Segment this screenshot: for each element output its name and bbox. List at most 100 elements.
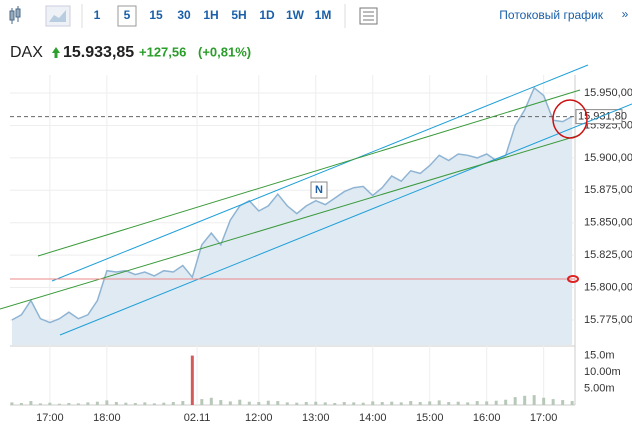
volume-bar	[86, 402, 90, 405]
volume-bar	[181, 401, 185, 405]
volume-bar	[475, 401, 479, 405]
price: 15.933,85	[63, 44, 134, 61]
line-handle[interactable]	[567, 275, 579, 283]
volume-bar	[466, 402, 470, 405]
price-area	[11, 87, 573, 346]
volume-bar	[190, 355, 194, 405]
volume-bar	[447, 402, 451, 405]
y-tick-label: 15.800,00	[584, 281, 632, 293]
interval-button[interactable]: 15	[149, 8, 163, 22]
y-tick-label: 15.825,00	[584, 249, 632, 261]
volume-bar	[114, 402, 118, 405]
volume-bar	[10, 402, 14, 405]
volume-bar	[257, 402, 261, 405]
interval-button[interactable]: 1W	[286, 8, 305, 22]
interval-button[interactable]: 1D	[259, 8, 275, 22]
volume-tick-label: 10.00m	[584, 366, 621, 378]
volume-bar	[29, 401, 33, 405]
volume-tick-label: 5.00m	[584, 382, 615, 394]
volume-bar	[352, 402, 356, 405]
volume-bar	[171, 402, 175, 405]
y-tick-label: 15.900,00	[584, 152, 632, 164]
volume-bar	[314, 401, 318, 405]
trend-lines	[0, 64, 632, 336]
volume-bar	[285, 402, 289, 405]
volume-bar	[95, 401, 99, 405]
candle-icon[interactable]	[9, 6, 21, 24]
volume-bar	[342, 402, 346, 405]
volume-bar	[333, 403, 337, 405]
volume-bar	[409, 401, 413, 405]
volume-bar	[551, 399, 555, 405]
volume-bar	[238, 399, 242, 405]
volume-bar	[437, 400, 441, 405]
volume-bar	[542, 397, 546, 405]
volume-bar	[219, 400, 223, 405]
y-tick-label: 15.850,00	[584, 217, 632, 229]
volume-bar	[428, 401, 432, 405]
volume-bar	[152, 403, 156, 405]
table-icon[interactable]	[359, 7, 378, 25]
marker: N	[315, 184, 323, 196]
volume-bar	[570, 401, 574, 405]
volume-tick-label: 15.0m	[584, 350, 615, 362]
volume-bar	[209, 397, 213, 405]
stream-link[interactable]: Потоковый график	[499, 8, 603, 22]
volume-bar	[361, 402, 365, 405]
volume-bar	[513, 397, 517, 405]
volume-bar	[532, 395, 536, 405]
x-tick-label: 13:00	[302, 412, 330, 424]
x-tick-label: 02.11	[184, 412, 211, 424]
marker-box	[310, 181, 328, 199]
volume-bar	[456, 401, 460, 405]
area-icon[interactable]	[45, 5, 71, 27]
x-tick-label: 16:00	[473, 412, 501, 424]
more-button[interactable]: »	[622, 7, 629, 21]
volume-bar	[67, 403, 71, 405]
x-tick-label: 12:00	[245, 412, 273, 424]
volume-bar	[418, 402, 422, 405]
volume-bar	[105, 400, 109, 405]
x-tick-label: 15:00	[416, 412, 444, 424]
volume-bar	[76, 403, 80, 405]
volume-bar	[57, 403, 61, 405]
interval-button[interactable]: 1	[94, 8, 101, 22]
change: +127,56	[139, 44, 186, 59]
x-tick-label: 18:00	[93, 412, 121, 424]
volume-bar	[304, 402, 308, 405]
interval-button[interactable]: 5	[124, 8, 131, 22]
interval-button[interactable]: 5H	[231, 8, 246, 22]
interval-button[interactable]: 1H	[203, 8, 218, 22]
volume-bar	[380, 402, 384, 405]
volume-bar	[561, 400, 565, 405]
volume-bar	[133, 403, 137, 405]
volume-bar	[19, 403, 23, 405]
volume-bar	[485, 401, 489, 405]
volume-bar	[390, 401, 394, 405]
x-tick-label: 17:00	[530, 412, 558, 424]
volume-bar	[371, 401, 375, 405]
volume-bar	[228, 401, 232, 405]
x-tick-label: 17:00	[36, 412, 64, 424]
volume-bar	[504, 399, 508, 405]
y-tick-label: 15.775,00	[584, 314, 632, 326]
volume-bar	[247, 401, 251, 405]
price-line	[11, 86, 573, 324]
volume-bar	[124, 402, 128, 405]
y-tick-label: 15.950,00	[584, 87, 632, 99]
volume-bar	[38, 403, 42, 405]
volume-bar	[266, 400, 270, 405]
interval-button[interactable]: 1M	[315, 8, 332, 22]
selected-interval-box	[117, 5, 137, 27]
volume-bar	[323, 402, 327, 405]
y-tick-label: 15.875,00	[584, 184, 632, 196]
last-price-label: 15.931,80	[578, 111, 627, 123]
volume-bar	[276, 401, 280, 405]
volume-bar	[48, 402, 52, 405]
volume-bar	[399, 402, 403, 405]
highlight-circle	[552, 99, 588, 139]
interval-button[interactable]: 30	[177, 8, 191, 22]
volume-bar	[295, 402, 299, 405]
volume-bar	[494, 400, 498, 405]
volume-bar	[200, 399, 204, 405]
